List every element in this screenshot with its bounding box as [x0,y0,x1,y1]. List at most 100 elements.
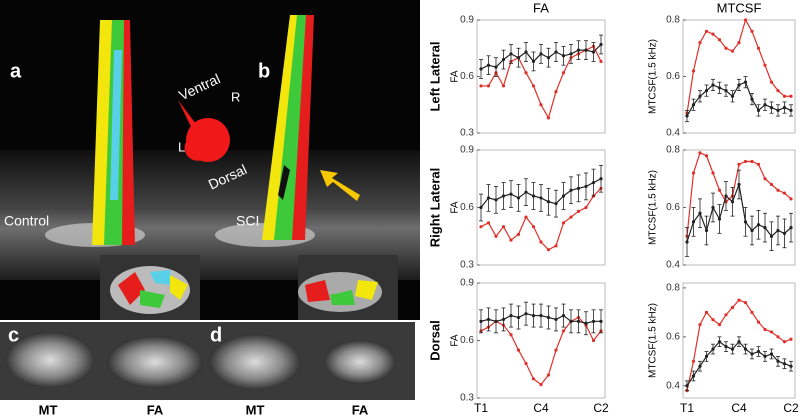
point [486,221,491,225]
point [711,318,715,322]
point [539,240,543,244]
point [756,46,761,50]
point [704,310,709,314]
y-tick-label: 0.8 [666,15,680,26]
point [743,159,748,164]
point [531,84,536,88]
point [750,29,754,33]
point [516,348,521,352]
point [776,188,780,192]
point [711,171,715,175]
image-label: Control [4,213,49,229]
column-title: MTCSF [717,0,762,15]
y-tick-label: 0.8 [666,283,680,294]
point [789,337,793,341]
point [756,320,761,324]
point [743,18,748,22]
point [724,46,728,50]
point [776,335,780,339]
y-tick-label: 0.6 [460,202,474,213]
point [539,103,543,107]
point [569,215,573,219]
y-axis-label: FA [450,201,461,214]
y-tick-label: 0.4 [666,260,680,271]
x-tick-label: C4 [533,401,549,415]
point [524,71,528,75]
y-tick-label: 0.6 [460,71,474,82]
point [704,29,709,33]
y-axis-label: MTCSF(1.5 kHz) [648,170,659,245]
point [599,59,603,64]
row-label: Right Lateral [427,168,442,247]
image-label: FA [352,402,369,417]
y-tick-label: 0.4 [666,128,680,139]
panel-label: d [210,324,222,346]
row-label: Left Lateral [427,41,442,111]
point [691,359,696,363]
point [789,94,793,98]
point [691,69,696,73]
point [561,221,566,225]
point [763,63,767,67]
mri-panel: a b Ventral R L Dorsal Control SCI c d M… [0,0,420,418]
image-label: MT [246,402,265,417]
y-tick-label: 0.3 [460,128,474,139]
point [789,197,793,201]
point [782,191,787,195]
point [756,162,761,166]
point [763,177,767,181]
point [698,151,702,155]
panel-label: c [8,324,19,346]
x-tick-label: T1 [680,401,694,415]
y-tick-label: 0.3 [460,393,474,404]
point [717,322,722,327]
x-tick-label: T1 [474,401,488,415]
x-tick-label: C2 [783,401,799,415]
point [554,348,558,352]
point [717,38,722,42]
y-tick-label: 0.8 [666,145,680,156]
point [501,225,506,229]
point [698,322,702,327]
point [509,238,513,242]
y-tick-label: 0.6 [666,331,680,342]
x-tick-label: C2 [593,401,609,415]
point [531,377,536,381]
point [554,89,558,94]
row-label: Dorsal [427,320,442,360]
column-title: FA [533,0,549,15]
image-label: SCI [236,213,259,229]
y-axis-label: MTCSF(1.5 kHz) [648,39,659,114]
point [546,373,551,377]
point [516,232,521,236]
point [501,84,506,88]
image-label: FA [147,402,164,417]
y-axis-label: FA [450,334,461,347]
point [479,225,483,229]
point [782,94,787,98]
point [561,329,566,333]
y-tick-label: 0.9 [460,278,474,289]
y-tick-label: 0.6 [460,335,474,346]
point [539,382,543,387]
point [576,209,581,213]
point [479,84,483,88]
orientation-label: R [231,89,240,104]
panel-label: b [258,60,270,82]
point [737,162,741,166]
orientation-label: L [178,139,185,154]
point [486,84,491,88]
point [737,41,741,45]
point [546,116,551,120]
point [691,171,696,175]
point [769,80,774,84]
point [750,159,754,164]
point [591,338,596,343]
point [546,248,551,252]
point [717,188,722,192]
point [743,300,748,305]
point [524,215,528,219]
y-axis-label: MTCSF(1.5 kHz) [648,303,659,378]
panel-label: a [10,60,22,82]
